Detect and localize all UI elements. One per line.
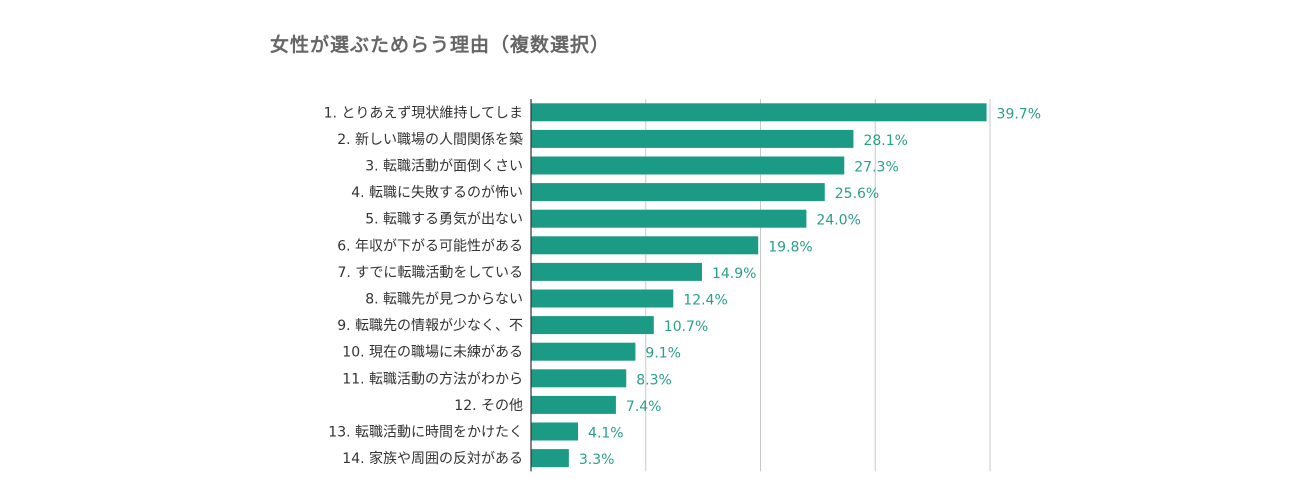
bar: [531, 103, 987, 122]
value-label: 9.1%: [645, 346, 681, 362]
value-label: 25.6%: [835, 186, 879, 202]
value-label: 4.1%: [588, 426, 624, 442]
bar: [531, 422, 579, 441]
category-label: 6. 年収が下がる可能性がある: [337, 238, 523, 254]
category-label: 13. 転職活動に時間をかけたく: [328, 425, 523, 441]
value-label: 24.0%: [816, 213, 860, 229]
bar: [531, 236, 759, 255]
bar: [531, 129, 854, 148]
value-label: 12.4%: [683, 293, 727, 309]
bar: [531, 395, 616, 414]
category-label: 4. 転職に失敗するのが怖い: [351, 184, 523, 201]
category-label: 2. 新しい職場の人間関係を築: [337, 132, 523, 148]
bar: [531, 183, 825, 202]
bar: [531, 342, 636, 361]
value-label: 3.3%: [579, 452, 615, 468]
category-label: 3. 転職活動が面倒くさい: [365, 159, 523, 175]
value-label: 7.4%: [626, 399, 662, 415]
bar: [531, 369, 627, 388]
bar: [531, 262, 702, 281]
category-label: 10. 現在の職場に未練がある: [342, 345, 523, 361]
bar: [531, 289, 674, 308]
category-label: 14. 家族や周囲の反対がある: [342, 450, 523, 467]
bar: [531, 316, 654, 335]
value-label: 19.8%: [768, 239, 812, 255]
value-label: 10.7%: [664, 319, 708, 335]
category-label: 7. すでに転職活動をしている: [337, 265, 523, 281]
bar: [531, 449, 569, 468]
category-label: 5. 転職する勇気が出ない: [365, 212, 523, 228]
value-label: 39.7%: [997, 106, 1041, 122]
category-label: 1. とりあえず現状維持してしま: [324, 105, 523, 121]
chart-title: 女性が選ぶためらう理由（複数選択）: [270, 34, 611, 56]
value-label: 27.3%: [854, 160, 898, 176]
category-label: 11. 転職活動の方法がわから: [342, 371, 523, 387]
bar: [531, 156, 845, 175]
value-label: 28.1%: [863, 133, 907, 149]
category-label: 9. 転職先の情報が少なく、不: [337, 318, 523, 334]
value-label: 8.3%: [636, 372, 672, 388]
category-label: 12. その他: [454, 398, 523, 414]
category-label: 8. 転職先が見つからない: [365, 292, 523, 308]
bar: [531, 209, 807, 228]
value-label: 14.9%: [712, 266, 756, 282]
